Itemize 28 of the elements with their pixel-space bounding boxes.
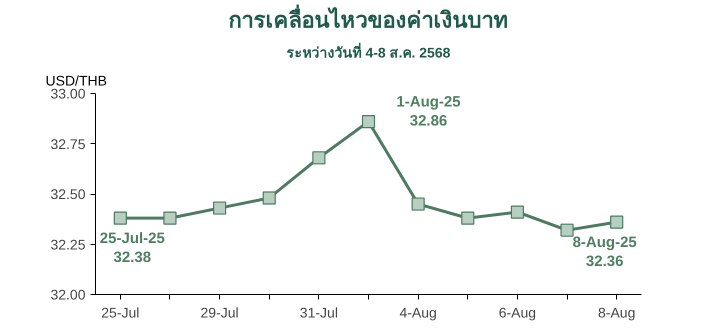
chart-title: การเคลื่อนไหวของค่าเงินบาท	[228, 4, 508, 32]
x-tick-label: 29-Jul	[200, 304, 239, 320]
data-label: 8-Aug-25 32.36	[572, 234, 637, 270]
chart-subtitle: ระหว่างวันที่ 4-8 ส.ค. 2568	[286, 42, 451, 60]
y-tick-label: 32.75	[50, 136, 86, 152]
data-label: 25-Jul-25 32.38	[100, 230, 165, 266]
y-axis-title: USD/THB	[46, 72, 107, 88]
x-tick-label: 25-Jul	[101, 304, 140, 320]
point	[163, 212, 177, 225]
y-tick-label: 32.50	[50, 186, 86, 202]
x-tick-label: 31-Jul	[300, 304, 338, 320]
point	[212, 201, 226, 215]
point	[461, 212, 474, 225]
x-tick-label: 6-Aug	[498, 304, 536, 320]
point	[312, 151, 326, 164]
y-tick-label: 32.25	[50, 236, 86, 252]
y-tick-label: 33.00	[50, 86, 86, 102]
point	[262, 191, 276, 205]
x-tick-label: 8-Aug	[598, 304, 636, 320]
data-label: 1-Aug-25 32.86	[396, 94, 461, 130]
point	[610, 216, 624, 229]
point	[362, 115, 376, 128]
x-tick-label: 4-Aug	[399, 304, 437, 320]
y-tick-label: 32.00	[50, 286, 86, 302]
point	[560, 224, 574, 237]
point	[412, 197, 425, 211]
point	[114, 212, 127, 225]
point	[510, 205, 524, 219]
